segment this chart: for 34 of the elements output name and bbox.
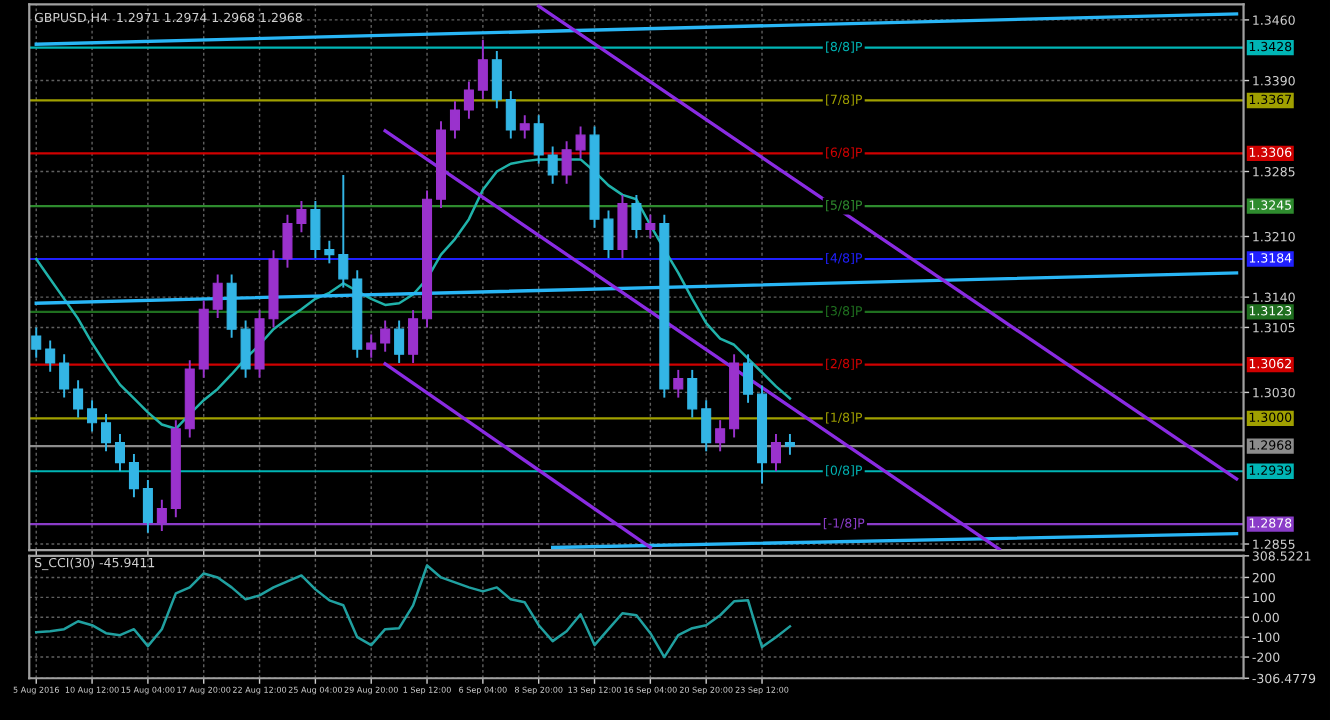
candlestick (156, 498, 167, 532)
candlestick (673, 368, 684, 399)
candlestick (491, 50, 502, 110)
candlestick (212, 273, 223, 319)
candlestick (645, 213, 656, 240)
candlestick (770, 433, 781, 473)
candlestick (45, 339, 56, 373)
candlestick (701, 399, 712, 453)
candlestick (547, 145, 558, 185)
candlestick (449, 100, 460, 140)
candlestick (631, 193, 642, 240)
candlestick (533, 114, 544, 165)
candlestick (338, 174, 349, 289)
candlestick (784, 433, 795, 456)
candlestick (687, 368, 698, 419)
candlestick (743, 353, 754, 404)
candlestick (31, 326, 42, 359)
candlestick (715, 419, 726, 453)
candlestick (366, 333, 377, 359)
candlestick (142, 478, 153, 534)
candlestick (87, 399, 98, 433)
candlestick (128, 452, 139, 499)
candlestick (617, 193, 628, 260)
candlestick (408, 309, 419, 364)
candlestick (463, 80, 474, 120)
candlestick (101, 413, 112, 453)
candlestick (519, 114, 530, 140)
candlestick (505, 89, 516, 140)
candlestick (59, 353, 70, 399)
candlestick (73, 379, 84, 419)
candlestick (394, 319, 405, 364)
candlestick (477, 38, 488, 100)
candlestick (114, 433, 126, 473)
candlestick (380, 319, 391, 353)
